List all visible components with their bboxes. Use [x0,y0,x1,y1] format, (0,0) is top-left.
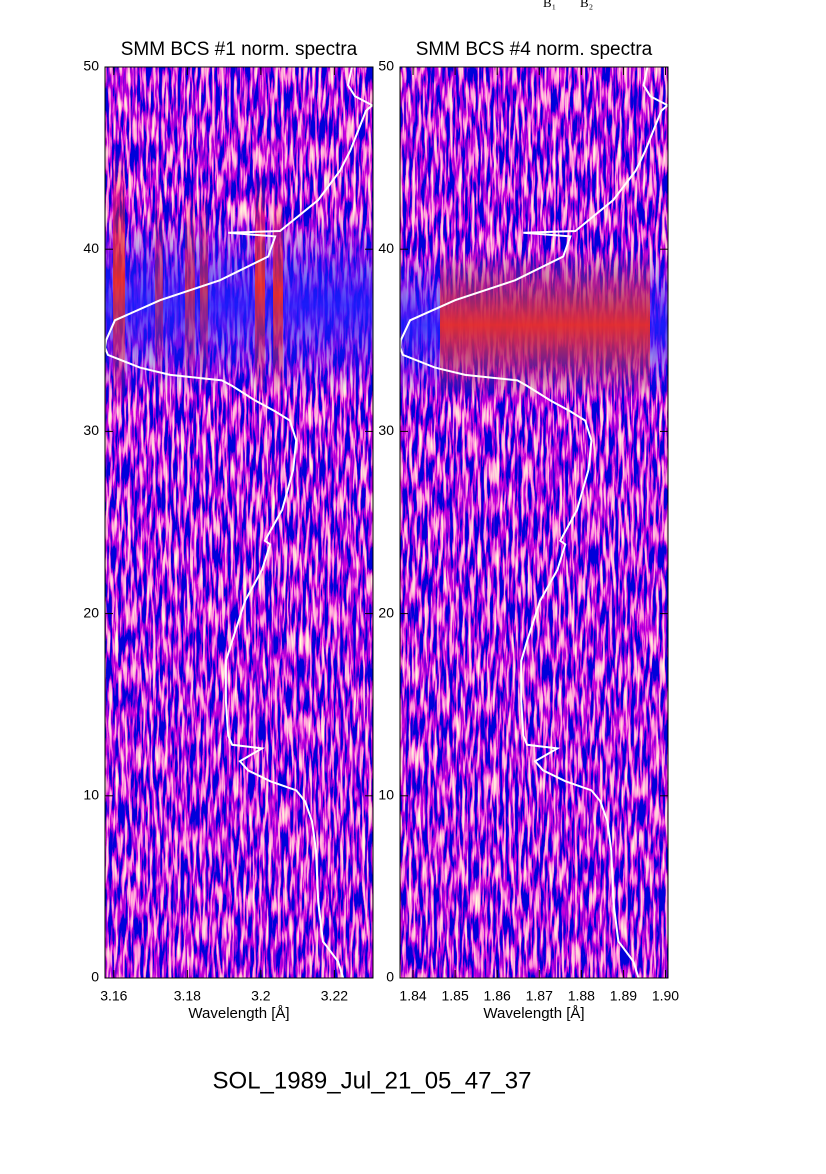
spectral-line [200,190,208,390]
x-tick-label: 1.85 [441,988,468,1004]
heatmap-noise [105,67,373,978]
x-tick-label: 1.89 [610,988,637,1004]
light-curve [103,66,375,979]
x-tick-label: 3.2 [251,988,271,1004]
chart-title: SMM BCS #1 norm. spectra [121,39,358,60]
plot-frame [399,66,669,979]
light-curve [398,66,670,979]
y-tick-label: 40 [378,240,394,256]
top-label: B₁ [543,0,556,10]
spectral-line [255,170,265,400]
x-tick-label: 1.90 [652,988,679,1004]
y-tick-label: 30 [83,422,99,438]
y-tick-label: 50 [378,58,394,74]
top-label: B₂ [580,0,593,10]
y-tick-label: 40 [83,240,99,256]
x-tick-label: 1.87 [526,988,553,1004]
x-tick-label: 3.16 [100,988,127,1004]
spectral-line [155,190,163,390]
y-tick-label: 0 [91,969,99,985]
x-tick-label: 1.88 [568,988,595,1004]
spectral-line [113,150,125,410]
caption: SOL_1989_Jul_21_05_47_37 [213,1067,532,1094]
x-tick-label: 3.22 [321,988,348,1004]
y-tick-label: 20 [378,604,394,620]
y-tick-label: 0 [386,969,394,985]
x-tick-label: 3.18 [174,988,201,1004]
x-axis-label: Wavelength [Å] [188,1005,289,1022]
y-tick-label: 50 [83,58,99,74]
heatmap-band [440,250,650,400]
y-tick-label: 10 [83,787,99,803]
x-tick-label: 1.86 [484,988,511,1004]
x-axis-label: Wavelength [Å] [483,1005,584,1022]
spectral-line [273,190,283,400]
chart-title: SMM BCS #4 norm. spectra [416,39,653,60]
plot-frame [104,66,374,979]
y-tick-label: 10 [378,787,394,803]
y-tick-label: 20 [83,604,99,620]
y-tick-label: 30 [378,422,394,438]
heatmap-noise [400,67,668,978]
x-tick-label: 1.84 [399,988,426,1004]
